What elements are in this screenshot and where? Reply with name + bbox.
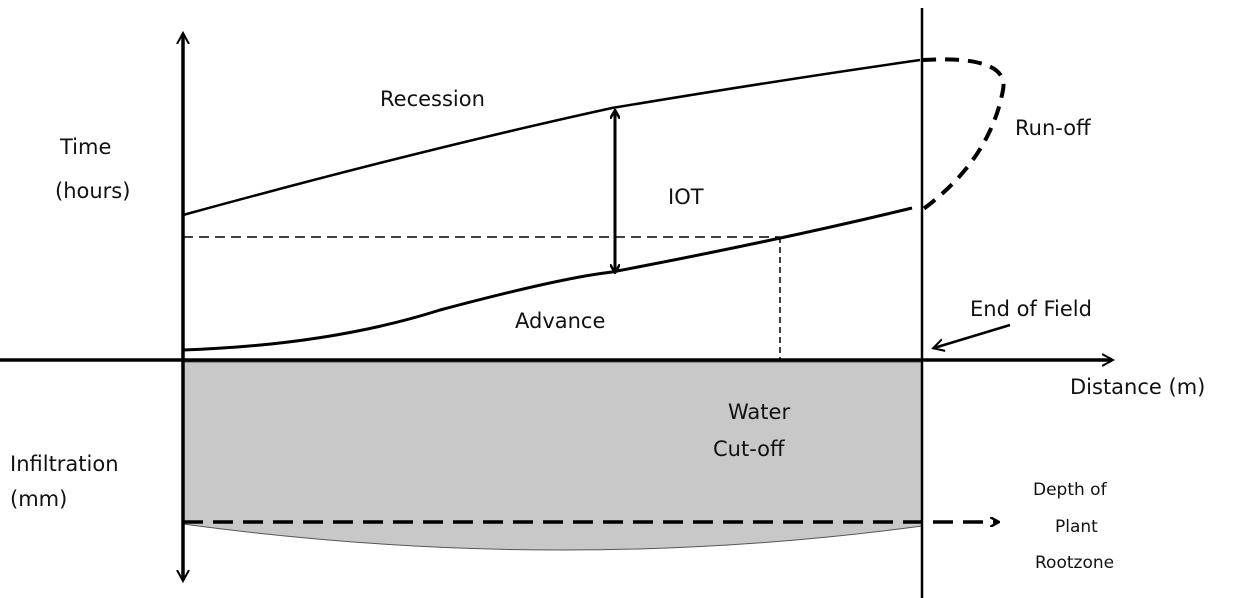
iot-label: IOT: [668, 185, 704, 209]
time-label: Time: [59, 135, 111, 159]
rootzone-label: Rootzone: [1035, 553, 1114, 573]
end-of-field-label: End of Field: [970, 297, 1092, 321]
recession-label: Recession: [380, 87, 485, 111]
recession-curve: [182, 58, 921, 217]
rootzone-label: Depth of: [1033, 480, 1108, 500]
infiltration-label: Infiltration: [10, 452, 119, 476]
water-label: Water: [728, 400, 790, 424]
advance-curve: [182, 206, 913, 352]
advance-label: Advance: [515, 309, 605, 333]
run-off-curve: [920, 57, 1006, 212]
time-unit-label: (hours): [55, 179, 130, 203]
run-off-label: Run-off: [1015, 116, 1091, 140]
end-of-field-arrow: [934, 323, 1011, 348]
infiltration-unit-label: (mm): [10, 487, 67, 511]
distance-label: Distance (m): [1070, 375, 1205, 399]
rootzone-label: Plant: [1055, 517, 1098, 537]
cut-off-label: Cut-off: [713, 437, 785, 461]
infiltration-area: [182, 361, 923, 551]
